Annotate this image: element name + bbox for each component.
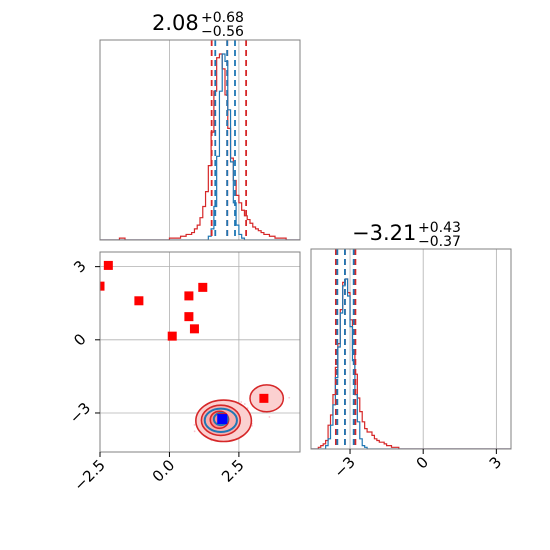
title-param1-lower: −0.56: [201, 24, 244, 40]
title-param2: −3.21 +0.43 −0.37: [352, 220, 461, 250]
panel-frame: [99, 39, 301, 241]
x-tick-label-param2: 0: [413, 453, 432, 472]
contour-blue: [203, 407, 238, 434]
title-param2-lower: −0.37: [418, 234, 461, 250]
x-tick-label-param1: −2.5: [70, 456, 108, 494]
sample-point: [243, 403, 246, 405]
y-tick-label-param2: 0: [70, 330, 89, 349]
y-tick-label-param2: 3: [70, 257, 89, 276]
truth-marker: [217, 414, 228, 425]
sample-point: [251, 425, 253, 427]
title-param1: 2.08 +0.68 −0.56: [152, 10, 244, 40]
marginal-hist-param2: [310, 248, 512, 450]
sample-point: [240, 401, 243, 403]
red-marker: [167, 331, 177, 341]
title-param1-upper: +0.68: [201, 10, 244, 26]
sample-point: [268, 416, 271, 418]
joint-2d-panel: [99, 251, 301, 453]
hist-blue-param2: [311, 278, 511, 449]
panel-frame: [310, 248, 512, 450]
y-tick-label-param2: −3: [66, 399, 94, 427]
sample-point: [193, 424, 196, 426]
red-marker: [184, 291, 194, 301]
panel-background: [100, 40, 300, 240]
panel-frame: [99, 251, 301, 453]
title-param1-value: 2.08: [152, 11, 199, 35]
sample-point: [288, 396, 291, 399]
hist-red-param2: [311, 278, 511, 449]
red-marker: [100, 281, 105, 291]
red-marker: [198, 282, 208, 292]
x-tick-label-param2: −3: [330, 453, 358, 481]
red-marker: [134, 296, 144, 306]
x-tick-label-param2: 3: [486, 453, 505, 472]
red-marker: [189, 324, 199, 334]
panel-background: [311, 249, 511, 449]
x-tick-label-param1: 2.5: [218, 456, 248, 486]
top-hist-layer: [100, 40, 300, 240]
marginal-hist-param1: [99, 39, 301, 241]
red-marker: [184, 312, 194, 322]
red-marker: [103, 260, 113, 270]
title-param2-value: −3.21: [352, 221, 416, 245]
red-marker: [259, 393, 269, 403]
title-param2-upper: +0.43: [418, 220, 461, 236]
sample-point: [193, 430, 196, 433]
contour-blue: [212, 411, 229, 427]
hist-blue-param1: [100, 53, 300, 240]
right-hist-layer: [311, 249, 511, 449]
joint-layer: [100, 260, 291, 443]
x-tick-label-param1: 0.0: [149, 456, 179, 486]
